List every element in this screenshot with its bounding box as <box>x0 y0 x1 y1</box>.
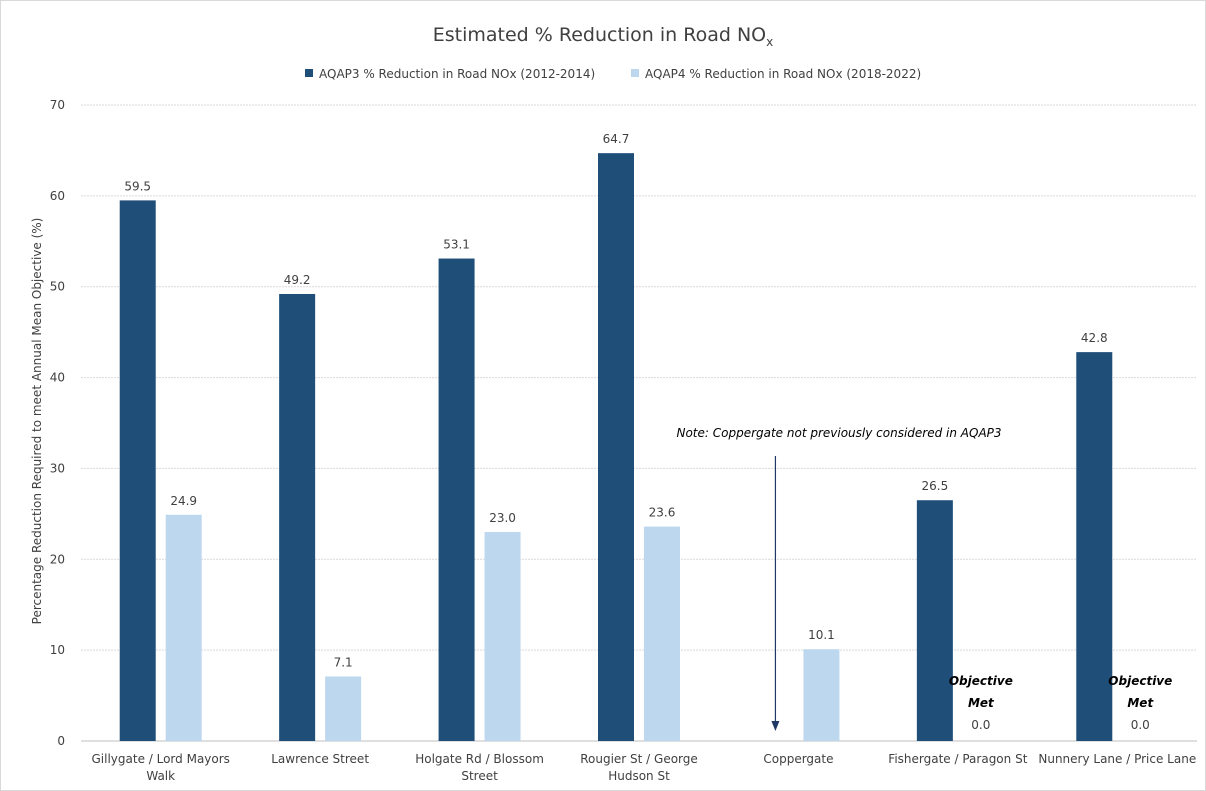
data-label-s2-c4: 23.6 <box>649 506 676 520</box>
objective-met-label: Met <box>968 696 995 710</box>
x-category-label: Hudson St <box>608 769 670 783</box>
objective-met-label: Objective <box>949 674 1013 688</box>
data-label-s1-c2: 49.2 <box>284 273 311 287</box>
objective-met-label: Met <box>1127 696 1154 710</box>
chart-title-subscript: x <box>766 35 773 49</box>
x-category-label: Fishergate / Paragon St <box>888 752 1027 766</box>
data-label-s2-c1: 24.9 <box>170 494 197 508</box>
y-tick-label: 50 <box>50 280 65 294</box>
objective-met-label: Objective <box>1108 674 1172 688</box>
legend-swatch-1 <box>305 69 313 77</box>
data-label-s1-c4: 64.7 <box>603 132 630 146</box>
y-tick-label: 20 <box>50 552 65 566</box>
bar-s1-c7 <box>1076 352 1113 741</box>
data-label-s2-c2: 7.1 <box>334 655 353 669</box>
y-tick-label: 60 <box>50 189 65 203</box>
x-category-label: Holgate Rd / Blossom <box>415 752 544 766</box>
y-tick-label: 40 <box>50 371 65 385</box>
y-axis-label: Percentage Reduction Required to meet An… <box>30 218 44 625</box>
data-label-s2-c6: 0.0 <box>971 718 990 732</box>
bar-s1-c2 <box>279 293 316 741</box>
coppergate-note: Note: Coppergate not previously consider… <box>676 426 1001 440</box>
data-label-s1-c1: 59.5 <box>124 179 151 193</box>
chart-title: Estimated % Reduction in Road NOx <box>433 24 774 49</box>
y-tick-label: 30 <box>50 461 65 475</box>
bar-s2-c3 <box>484 532 521 741</box>
data-label-s2-c5: 10.1 <box>808 628 835 642</box>
data-label-s1-c6: 26.5 <box>921 479 948 493</box>
data-label-s2-c7: 0.0 <box>1131 718 1150 732</box>
y-tick-label: 70 <box>50 98 65 112</box>
bar-s1-c1 <box>119 200 156 741</box>
data-label-s1-c3: 53.1 <box>443 238 470 252</box>
bar-s1-c6 <box>916 500 953 741</box>
legend-swatch-2 <box>631 69 639 77</box>
legend-label-1: AQAP3 % Reduction in Road NOx (2012-2014… <box>319 67 595 81</box>
legend-label-2: AQAP4 % Reduction in Road NOx (2018-2022… <box>645 67 921 81</box>
x-category-label: Walk <box>146 769 175 783</box>
note-arrow-head <box>771 721 780 731</box>
bar-s2-c1 <box>165 514 202 741</box>
x-category-label: Nunnery Lane / Price Lane <box>1038 752 1196 766</box>
x-category-label: Lawrence Street <box>271 752 369 766</box>
x-category-label: Street <box>461 769 498 783</box>
x-category-label: Gillygate / Lord Mayors <box>91 752 229 766</box>
data-label-s2-c3: 23.0 <box>489 511 516 525</box>
bar-s2-c2 <box>325 676 362 741</box>
bar-s1-c3 <box>438 258 475 741</box>
y-tick-label: 0 <box>57 734 65 748</box>
x-category-label: Rougier St / George <box>580 752 698 766</box>
bar-s2-c5 <box>803 649 840 741</box>
bar-s2-c4 <box>644 526 680 741</box>
data-label-s1-c7: 42.8 <box>1081 331 1108 345</box>
bar-s1-c4 <box>598 153 634 741</box>
chart-title-main: Estimated % Reduction in Road NO <box>433 24 766 46</box>
x-category-label: Coppergate <box>763 752 833 766</box>
y-tick-label: 10 <box>50 643 65 657</box>
